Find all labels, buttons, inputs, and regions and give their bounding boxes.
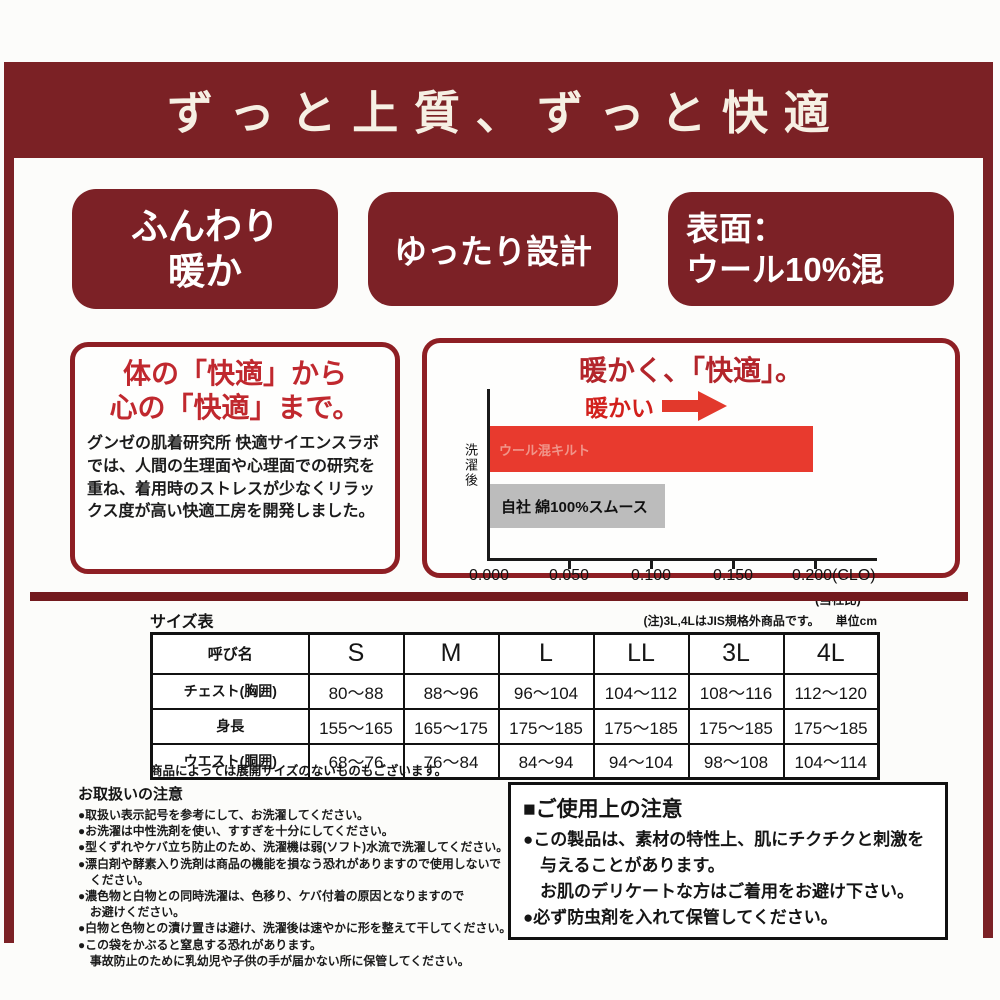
- header-cell: 3L: [687, 632, 785, 675]
- care-line: お避けください。: [78, 905, 186, 920]
- chart-bar-cotton-smooth: 自社 綿100%スムース: [490, 484, 665, 528]
- size-table-title: サイズ表: [150, 614, 214, 631]
- frame-border-left: [4, 158, 14, 943]
- chart-y-axis: [487, 389, 490, 561]
- page-title: ずっと上質、ずっと快適: [167, 86, 846, 140]
- chart-x-axis: [487, 558, 877, 561]
- size-table: 呼び名 S M L LL 3L 4L チェスト(胸囲) 80〜88 88〜96 …: [150, 632, 880, 780]
- x-axis-tick: [732, 561, 735, 569]
- header-cell: 呼び名: [150, 632, 310, 675]
- care-line: ●濃色物と白物との同時洗濯は、色移り、ケバ付着の原因となりますので: [78, 889, 465, 904]
- badge-line: 表面：: [686, 209, 785, 247]
- row-label: チェスト(胸囲): [150, 672, 310, 710]
- care-instructions: お取扱いの注意 ●取扱い表示記号を参考にして、お洗濯してください。 ●お洗濯は中…: [78, 783, 511, 969]
- section-divider: [30, 592, 968, 601]
- feature-badge-fluffy-warm: ふんわり 暖か: [72, 189, 338, 309]
- chart-y-axis-label: 洗濯後: [463, 443, 478, 488]
- table-row-waist: ウエスト(胴囲) 68〜76 76〜84 84〜94 94〜104 98〜108…: [150, 742, 880, 780]
- row-label: 身長: [150, 707, 310, 745]
- chart-title: 暖かく、「快適」。: [578, 355, 803, 386]
- care-line: ●型くずれやケバ立ち防止のため、洗濯機は弱(ソフト)水流で洗濯してください。: [78, 840, 509, 855]
- x-axis-tick: [568, 561, 571, 569]
- row-label: ウエスト(胴囲): [150, 742, 310, 780]
- x-tick-label: 0.050: [548, 567, 590, 584]
- care-line: ●漂白剤や酵素入り洗剤は商品の機能を損なう恐れがありますので使用しないで: [78, 856, 501, 871]
- care-line: ●この袋をかぶると窒息する恐れがあります。: [78, 937, 322, 952]
- unit-label: 単位cm: [835, 614, 877, 628]
- x-axis-tick: [814, 561, 817, 569]
- x-tick-label: 0.000: [468, 567, 510, 584]
- badge-line: 暖か: [168, 251, 242, 292]
- warmer-label: 暖かい: [585, 395, 654, 421]
- care-line: ●取扱い表示記号を参考にして、お洗濯してください。: [78, 808, 369, 822]
- care-line: ●お洗濯は中性洗剤を使い、すすぎを十分にしてください。: [78, 824, 394, 839]
- header-cell: 4L: [782, 632, 880, 675]
- care-line: ください。: [78, 872, 150, 887]
- x-axis-tick: [650, 561, 653, 569]
- header-cell: LL: [592, 632, 690, 675]
- header-cell: S: [307, 632, 405, 675]
- badge-line: ウール10%混: [686, 251, 885, 288]
- care-line: ●白物と色物との漬け置きは避け、洗濯後は速やかに形を整えて干してください。: [78, 921, 512, 936]
- x-tick-label: 0.100: [630, 567, 672, 584]
- size-table-note: (注)3L,4LはJIS規格外商品です。 単位cm: [643, 614, 877, 628]
- usage-line: ●必ず防虫剤を入れて保管してください。: [523, 908, 838, 927]
- header-cell: M: [402, 632, 500, 675]
- size-table-footnote: 商品によっては展開サイズのないものもございます。: [150, 764, 448, 778]
- comfort-box-body: グンゼの肌着研究所 快適サイエンスラボでは、人間の生理面や心理面での研究を重ね、…: [87, 435, 379, 521]
- table-row-chest: チェスト(胸囲) 80〜88 88〜96 96〜104 104〜112 108〜…: [150, 672, 880, 710]
- right-arrow-icon: [662, 391, 727, 421]
- care-line: 事故防止のために乳幼児や子供の手が届かない所に保管してください。: [78, 953, 470, 968]
- header-banner: ずっと上質、ずっと快適: [4, 62, 993, 158]
- warmth-chart-box: 暖かく、「快適」。 暖かい 洗濯後 ウール混キルト 自社 綿100%スムース 0…: [422, 338, 960, 607]
- usage-line: 与えることがあります。: [523, 856, 725, 875]
- chart-bar-wool-quilt: ウール混キルト: [490, 426, 813, 472]
- x-tick-label: 0.150: [712, 567, 754, 584]
- x-tick-label: 0.200(CLO): [792, 567, 876, 584]
- feature-badge-wool-blend: 表面： ウール10%混: [668, 192, 954, 306]
- table-row-height: 身長 155〜165 165〜175 175〜185 175〜185 175〜1…: [150, 707, 880, 745]
- feature-badge-roomy-design: ゆったり設計: [368, 192, 618, 306]
- badge-line: ふんわり: [131, 205, 279, 247]
- badge-line: ゆったり設計: [394, 233, 592, 270]
- usage-precautions-box: ■ご使用上の注意 ●この製品は、素材の特性上、肌にチクチクと刺激を 与えることが…: [508, 782, 948, 940]
- comfort-description-box: 体の「快適」から 心の「快適」まで。 グンゼの肌着研究所 快適サイエンスラボでは…: [70, 342, 400, 574]
- comfort-box-title: 体の「快適」から 心の「快適」まで。: [109, 358, 361, 423]
- usage-line: お肌のデリケートな方はご着用をお避け下さい。: [523, 882, 914, 901]
- bar-label: ウール混キルト: [499, 442, 591, 458]
- usage-line: ●この製品は、素材の特性上、肌にチクチクと刺激を: [523, 830, 925, 849]
- warmer-annotation: 暖かい: [585, 389, 728, 423]
- bar-label: 自社 綿100%スムース: [501, 498, 648, 516]
- frame-border-right: [983, 158, 993, 938]
- usage-precautions-title: ■ご使用上の注意: [523, 798, 683, 821]
- header-cell: L: [497, 632, 595, 675]
- size-table-header-row: 呼び名 S M L LL 3L 4L: [150, 632, 880, 675]
- care-instructions-title: お取扱いの注意: [78, 786, 184, 803]
